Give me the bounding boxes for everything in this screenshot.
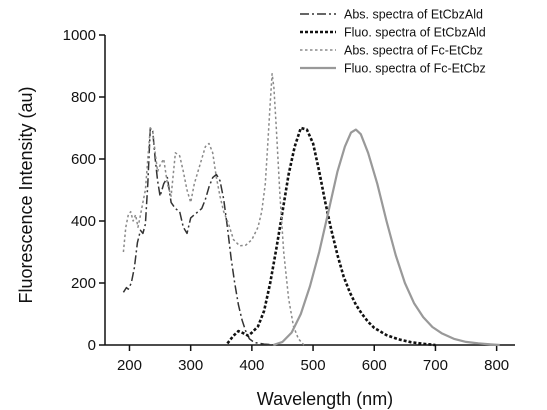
y-tick-label: 0 xyxy=(88,337,96,354)
y-tick-label: 1000 xyxy=(63,27,96,44)
y-tick-label: 600 xyxy=(71,151,96,168)
y-axis-label: Fluorescence Intensity (au) xyxy=(16,86,36,303)
y-tick-label: 200 xyxy=(71,275,96,292)
x-tick-label: 500 xyxy=(301,357,326,374)
y-tick-label: 400 xyxy=(71,213,96,230)
series-line-4 xyxy=(272,128,500,347)
y-tick-label: 800 xyxy=(71,89,96,106)
series-line-2 xyxy=(226,126,436,347)
x-tick-label: 600 xyxy=(362,357,387,374)
x-tick-label: 300 xyxy=(178,357,203,374)
x-tick-label: 400 xyxy=(239,357,264,374)
x-tick-label: 700 xyxy=(423,357,448,374)
series-line-1 xyxy=(122,127,277,346)
x-tick-label: 200 xyxy=(117,357,142,374)
legend-label-1: Abs. spectra of EtCbzAld xyxy=(344,8,483,22)
series-line-3 xyxy=(122,73,305,346)
legend-label-2: Fluo. spectra of EtCbzAld xyxy=(344,26,486,40)
series-lines xyxy=(122,73,500,347)
legend: Abs. spectra of EtCbzAld Fluo. spectra of… xyxy=(300,8,486,76)
axes: 0 200 400 600 800 1000 200 300 400 500 600 700 800 xyxy=(63,27,515,374)
x-tick-label: 800 xyxy=(484,357,509,374)
legend-label-3: Abs. spectra of Fc-EtCbz xyxy=(344,44,483,58)
legend-label-4: Fluo. spectra of Fc-EtCbz xyxy=(344,62,486,76)
x-axis-label: Wavelength (nm) xyxy=(257,389,393,409)
